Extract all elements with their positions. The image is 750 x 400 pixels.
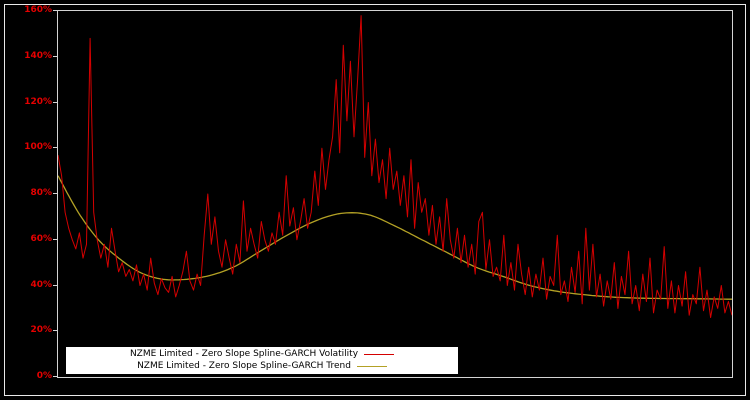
- legend-row-trend: NZME Limited - Zero Slope Spline-GARCH T…: [66, 360, 458, 372]
- y-axis-tick-label: 20%: [30, 325, 52, 336]
- legend-label-volatility: NZME Limited - Zero Slope Spline-GARCH V…: [129, 349, 359, 359]
- y-axis-tick-mark: [53, 193, 57, 194]
- legend-row-volatility: NZME Limited - Zero Slope Spline-GARCH V…: [66, 348, 458, 360]
- y-axis-tick-label: 120%: [24, 96, 52, 107]
- legend-line-trend-icon: [356, 365, 387, 367]
- y-axis-tick-label: 100%: [24, 142, 52, 153]
- y-axis-tick-mark: [53, 330, 57, 332]
- legend-line-volatility-icon: [364, 353, 395, 355]
- y-axis-tick-mark: [53, 101, 57, 103]
- y-axis-tick-mark: [53, 284, 57, 286]
- legend-label-trend: NZME Limited - Zero Slope Spline-GARCH T…: [137, 361, 351, 371]
- y-axis-tick-label: 0%: [36, 371, 52, 381]
- y-axis-tick-mark: [53, 55, 57, 57]
- y-axis-tick-label: 60%: [30, 233, 52, 244]
- y-axis-tick-mark: [53, 10, 57, 11]
- chart-canvas: [58, 15, 732, 318]
- trend-line: [58, 175, 732, 300]
- volatility-line: [58, 15, 732, 318]
- plot-area: NZME Limited - Zero Slope Spline-GARCH V…: [57, 10, 733, 378]
- figure-frame: [4, 4, 746, 396]
- y-axis-tick-mark: [53, 376, 57, 377]
- y-axis-tick-mark: [53, 147, 57, 149]
- legend: NZME Limited - Zero Slope Spline-GARCH V…: [66, 347, 458, 374]
- y-axis-tick-label: 80%: [30, 188, 52, 198]
- y-axis-tick-label: 40%: [30, 279, 52, 290]
- y-axis-tick-mark: [53, 238, 57, 240]
- y-axis-tick-label: 160%: [24, 5, 52, 15]
- y-axis-tick-label: 140%: [24, 50, 52, 61]
